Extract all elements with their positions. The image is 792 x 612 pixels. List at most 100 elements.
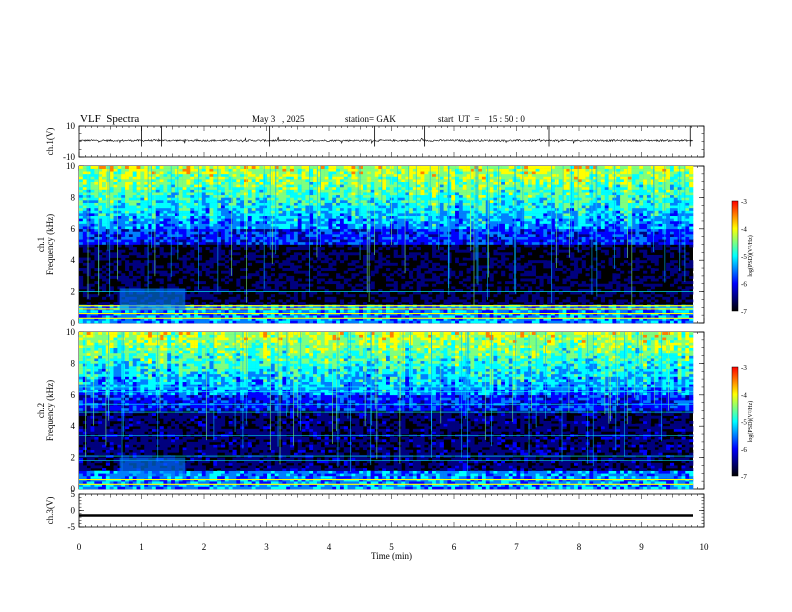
spectrogram-cell: [171, 173, 176, 177]
spectrogram-cell: [79, 168, 84, 172]
spectrogram-cell: [217, 299, 222, 303]
spectrogram-cell: [128, 273, 134, 277]
spectrogram-cell: [220, 192, 226, 196]
spectrogram-cell: [82, 173, 87, 177]
spectrogram-cell: [313, 286, 318, 290]
spectrogram-cell: [128, 166, 134, 169]
spectrogram-cell: [209, 275, 214, 279]
spectrogram-cell: [240, 320, 245, 324]
spectrogram-cell: [217, 166, 222, 169]
spectrogram-cell: [186, 218, 191, 222]
spectrogram-cell: [305, 184, 310, 188]
spectrogram-cell: [409, 179, 414, 182]
spectrogram-cell: [86, 179, 91, 182]
spectrogram-cell: [359, 320, 364, 324]
spectrogram-cell: [424, 239, 429, 243]
spectrogram-cell: [351, 294, 356, 298]
spectrogram-cell: [213, 299, 218, 303]
station-label: station= GAK: [345, 114, 396, 124]
spectrogram-cell: [382, 241, 387, 245]
spectrogram-cell: [301, 213, 306, 217]
spectrogram-cell: [359, 265, 364, 269]
spectrogram-cell: [305, 168, 310, 172]
spectrogram-cell: [301, 231, 306, 235]
spectrogram-cell: [125, 218, 130, 222]
spectrogram-cell: [220, 200, 226, 203]
spectrogram-cell: [194, 247, 199, 251]
spectrogram-cell: [136, 176, 141, 180]
spectrogram-cell: [213, 189, 218, 193]
spectrogram-cell: [205, 186, 210, 190]
spectrogram-cell: [144, 181, 149, 185]
spectrogram-cell: [148, 218, 153, 222]
spectrogram-cell: [393, 270, 398, 274]
spectrogram-cell: [82, 210, 87, 214]
spectrogram-cell: [255, 218, 260, 222]
spectrogram-cell: [117, 189, 122, 193]
spectrogram-cell: [439, 218, 444, 222]
spectrogram-cell: [128, 270, 134, 274]
spectrogram-cell: [247, 231, 252, 235]
spectrogram-cell: [328, 192, 333, 196]
spectrogram-cell: [347, 228, 352, 232]
spectrogram-cell: [301, 207, 306, 211]
spectrogram-cell: [370, 192, 375, 196]
spectrogram-cell: [259, 278, 264, 282]
spectrogram-cell: [197, 223, 203, 227]
spectrogram-cell: [270, 252, 276, 256]
spectrogram-cell: [79, 268, 84, 271]
spectrogram-cell: [228, 197, 233, 201]
spectrogram-cell: [374, 205, 379, 209]
spectrogram-cell: [174, 239, 180, 243]
spectrogram-cell: [290, 281, 295, 285]
spectrogram-cell: [290, 283, 295, 287]
spectrogram-cell: [224, 194, 229, 198]
spectrogram-cell: [274, 171, 279, 175]
spectrogram-cell: [159, 220, 164, 224]
spectrogram-cell: [378, 239, 383, 243]
spectrogram-cell: [190, 244, 195, 248]
spectrogram-cell: [332, 262, 337, 266]
spectrogram-cell: [297, 166, 302, 169]
spectrogram-cell: [389, 200, 394, 203]
spectrogram-cell: [347, 215, 352, 219]
spectrogram-cell: [290, 210, 295, 214]
spectrogram-cell: [128, 215, 134, 219]
spectrogram-cell: [232, 228, 237, 232]
spectrogram-cell: [439, 207, 444, 211]
spectrogram-cell: [324, 197, 329, 201]
spectrogram-cell: [190, 268, 195, 271]
spectrogram-cell: [178, 171, 183, 175]
spectrogram-cell: [270, 189, 276, 193]
spectrogram-cell: [301, 254, 306, 258]
spectrogram-cell: [267, 281, 272, 285]
spectrogram-cell: [136, 320, 141, 324]
spectrogram-cell: [113, 202, 118, 206]
spectrogram-cell: [86, 262, 91, 266]
spectrogram-cell: [163, 184, 168, 188]
spectrogram-cell: [224, 171, 229, 175]
spectrogram-cell: [328, 171, 333, 175]
spectrogram-cell: [236, 207, 241, 211]
spectrogram-cell: [320, 241, 325, 245]
spectrogram-cell: [439, 296, 444, 300]
spectrogram-cell: [351, 317, 356, 321]
spectrogram-cell: [251, 202, 256, 206]
spectrogram-cell: [217, 315, 222, 319]
spectrogram-cell: [190, 171, 195, 175]
spectrogram-cell: [370, 315, 375, 319]
spectrogram-cell: [171, 239, 176, 243]
spectrogram-cell: [182, 192, 187, 196]
spectrogram-cell: [432, 252, 437, 256]
spectrogram-cell: [274, 168, 279, 172]
spectrogram-cell: [125, 223, 130, 227]
spectrogram-cell: [286, 275, 291, 279]
spectrogram-cell: [236, 173, 241, 177]
spectrogram-cell: [86, 249, 91, 253]
spectrogram-cell: [247, 262, 252, 266]
spectrogram-cell: [136, 286, 141, 290]
spectrogram-cell: [197, 317, 203, 321]
spectrogram-cell: [382, 315, 387, 319]
spectrogram-cell: [190, 228, 195, 232]
spectrogram-cell: [412, 241, 417, 245]
